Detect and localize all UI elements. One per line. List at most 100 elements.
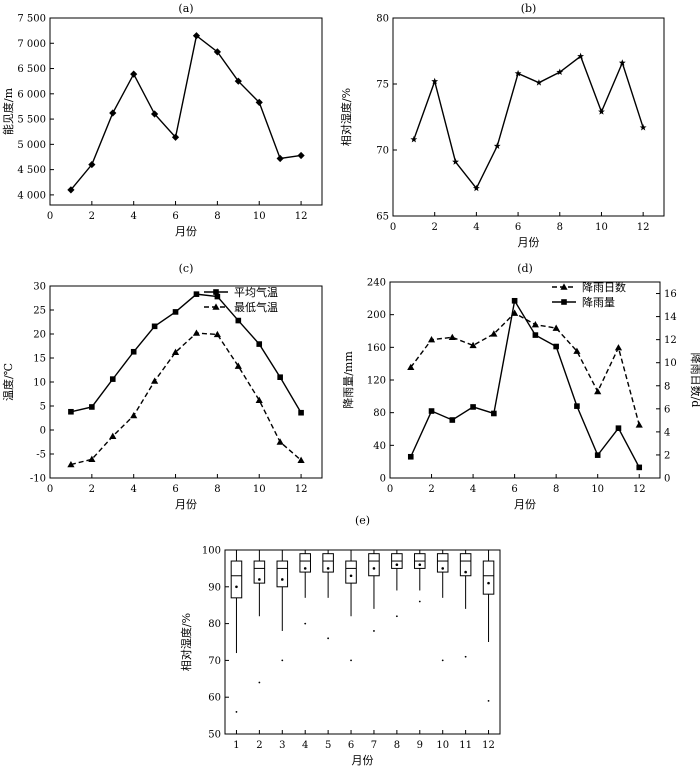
chart-title: (e)	[355, 514, 370, 527]
plot-frame	[49, 285, 323, 479]
data-point	[277, 374, 283, 380]
data-point	[472, 184, 480, 192]
x-tick-label: 4	[302, 740, 308, 751]
chart-d: (d) 0 40 80 120 160 200 240 0 2 4 6 8 10 12 14 16 降雨日数/d 0…	[341, 262, 700, 511]
data-point	[598, 108, 605, 115]
chart-a: (a) 4 000 4 500 5 000 5 500 6 000 6 500 7 000 7 …	[1, 2, 323, 238]
x-tick-label: 10	[253, 484, 266, 495]
data-point	[130, 412, 138, 419]
data-point	[88, 455, 96, 462]
data-point	[514, 69, 522, 77]
data-point	[67, 186, 75, 194]
y-tick-label: 0	[380, 474, 386, 485]
data-point	[151, 377, 159, 384]
chart-title: (a)	[178, 2, 193, 15]
outlier-point	[487, 699, 490, 702]
data-point	[636, 464, 643, 471]
data-point	[214, 293, 221, 300]
y-axis-label: 相对湿度/%	[179, 613, 193, 671]
data-point	[449, 417, 456, 423]
y-right-tick-label: 8	[664, 381, 670, 392]
x-tick-label: 0	[47, 484, 53, 495]
box	[253, 560, 266, 584]
box	[482, 560, 495, 595]
plot-frame	[389, 281, 661, 479]
x-tick-label: 8	[214, 211, 220, 222]
x-tick-label: 12	[482, 740, 495, 751]
data-point	[213, 330, 221, 338]
mean-point	[280, 578, 284, 581]
data-point	[67, 460, 75, 468]
chart-title: (b)	[521, 2, 537, 15]
y-right-tick-label: 0	[664, 474, 670, 485]
y-tick-label: 25	[33, 306, 46, 317]
outlier-point	[418, 600, 421, 603]
data-point	[427, 336, 436, 343]
data-point	[493, 142, 501, 149]
data-point	[130, 70, 138, 78]
outlier-point	[350, 659, 352, 662]
y-tick-label: 4 000	[17, 190, 46, 201]
y-right-tick-label: 14	[664, 312, 677, 323]
outlier-point	[258, 681, 261, 684]
data-point	[88, 160, 96, 169]
y-tick-label: 65	[376, 212, 389, 223]
x-tick-label: 10	[595, 222, 608, 233]
legend-label: 降雨日数	[582, 280, 626, 294]
mean-point	[372, 567, 376, 570]
data-point	[276, 438, 284, 445]
box	[368, 553, 380, 577]
x-tick-label: 10	[253, 211, 266, 222]
y-right-tick-label: 16	[664, 289, 677, 300]
legend-marker	[561, 299, 567, 305]
y-tick-label: -10	[30, 474, 46, 485]
y-tick-label: 80	[373, 408, 386, 419]
mean-point	[258, 578, 261, 581]
x-tick-label: 9	[417, 740, 423, 751]
data-point	[297, 151, 305, 160]
x-tick-label: 12	[637, 222, 650, 233]
y-axis-label: 降雨量/mm	[341, 351, 355, 409]
chart-b: (b) 65 70 75 80 0 2 4 6 8 10 12 月份 相对湿度/%	[339, 2, 665, 249]
y-right-axis-label: 降雨日数/d	[689, 353, 700, 408]
data-point	[448, 333, 456, 341]
data-point	[89, 404, 95, 410]
data-point	[109, 432, 117, 439]
data-point	[490, 330, 498, 337]
data-point	[552, 324, 560, 331]
x-tick-label: 1	[233, 740, 239, 751]
series-line	[413, 55, 644, 190]
legend-label: 降雨量	[582, 295, 615, 309]
plot-frame	[392, 17, 665, 217]
x-tick-label: 4	[470, 484, 476, 495]
data-point	[407, 363, 415, 371]
y-axis-label: 相对湿度/%	[339, 88, 353, 146]
data-point	[535, 79, 543, 86]
x-tick-label: 6	[172, 484, 178, 495]
series-line	[70, 332, 302, 466]
series-line	[410, 312, 640, 426]
data-point	[635, 421, 643, 428]
data-point	[109, 109, 117, 117]
y-tick-label: 10	[33, 378, 46, 389]
x-tick-label: 0	[47, 211, 53, 222]
box	[322, 553, 334, 573]
outlier-point	[304, 622, 307, 625]
series-line	[70, 34, 302, 191]
x-tick-label: 7	[371, 740, 377, 751]
box	[299, 553, 311, 573]
y-tick-label: 30	[33, 282, 46, 293]
y-tick-label: 5 000	[17, 140, 46, 151]
x-tick-label: 2	[89, 484, 95, 495]
data-point	[130, 348, 137, 355]
data-point	[594, 452, 601, 458]
x-tick-label: 12	[295, 484, 308, 495]
data-point	[615, 425, 622, 431]
data-point	[256, 341, 263, 347]
data-point	[298, 409, 304, 416]
x-tick-label: 8	[553, 484, 559, 495]
data-point	[577, 52, 585, 60]
x-tick-label: 4	[473, 222, 479, 233]
outlier-point	[327, 637, 330, 640]
